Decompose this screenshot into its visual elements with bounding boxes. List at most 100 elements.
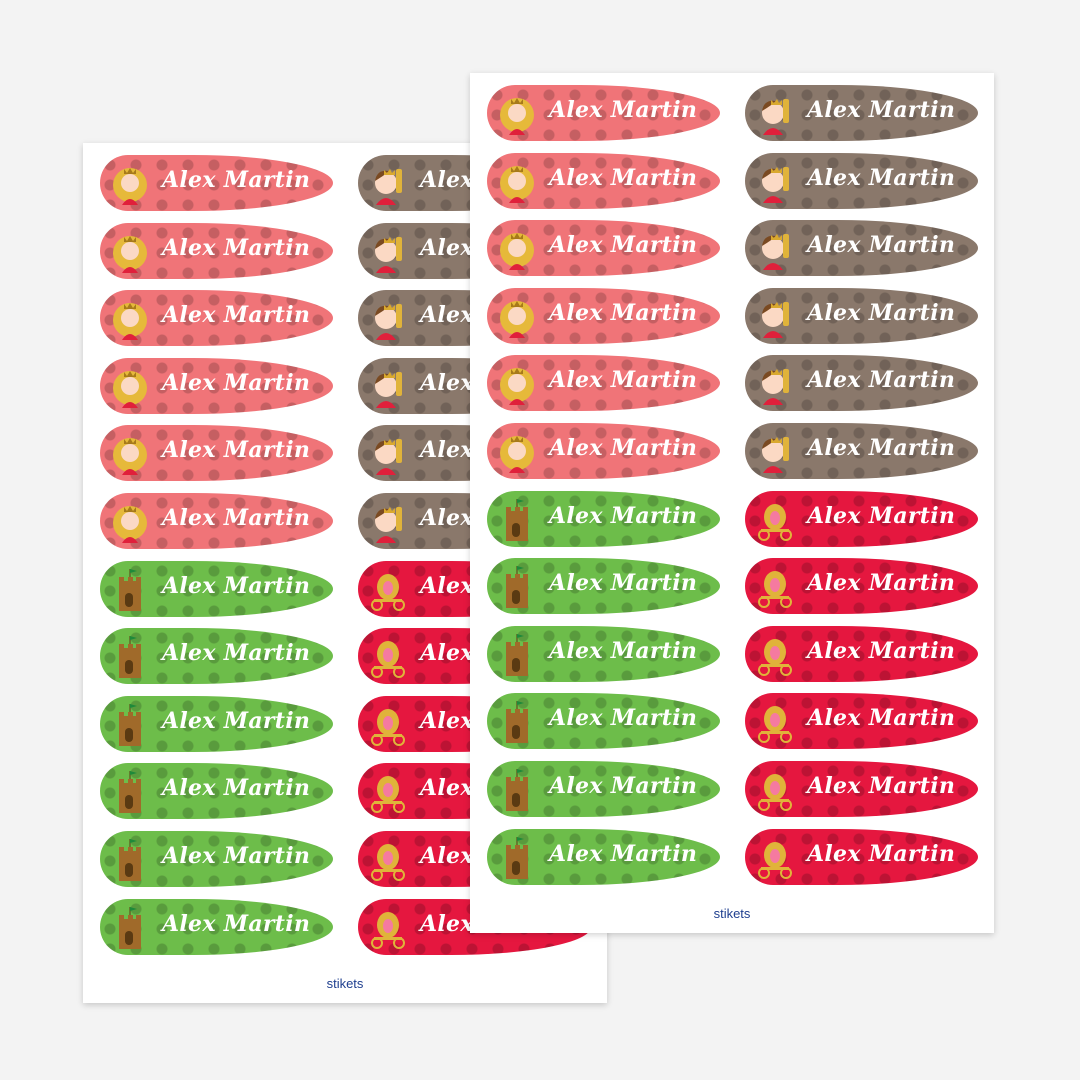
princess-icon — [113, 235, 147, 273]
name-sticker-carriage: Alex Martin — [745, 761, 978, 817]
prince-icon — [375, 169, 402, 205]
name-sticker-princess: Alex Martin — [487, 220, 720, 277]
carriage-icon — [371, 911, 405, 949]
carriage-icon — [371, 708, 405, 746]
name-sticker-princess: Alex Martin — [487, 152, 720, 209]
castle-icon — [506, 701, 528, 744]
sticker-name-text: Alex Martin — [807, 840, 956, 867]
sticker-name-text: Alex Martin — [549, 232, 698, 259]
princess-icon — [113, 506, 147, 543]
sticker-sheet-front: stikets Alex Martin Alex Martin Alex Marti… — [470, 73, 994, 933]
princess-icon — [500, 165, 534, 203]
sticker-name-text: Alex Martin — [549, 299, 698, 326]
name-sticker-prince: Alex Martin — [745, 220, 978, 277]
name-sticker-carriage: Alex Martin — [745, 490, 978, 547]
sticker-name-text: Alex Martin — [162, 302, 311, 329]
princess-icon — [113, 370, 147, 408]
name-sticker-princess: Alex Martin — [487, 287, 720, 344]
castle-icon — [506, 566, 528, 609]
sticker-name-text: Alex Martin — [807, 232, 956, 259]
sticker-name-text: Alex Martin — [549, 570, 698, 597]
sticker-name-text: Alex Martin — [549, 435, 698, 461]
name-sticker-princess: Alex Martin — [100, 155, 333, 211]
sticker-name-text: Alex Martin — [807, 773, 956, 799]
name-sticker-princess: Alex Martin — [487, 85, 720, 141]
sticker-name-text: Alex Martin — [162, 640, 311, 667]
carriage-icon — [371, 641, 405, 679]
name-sticker-princess: Alex Martin — [487, 423, 720, 479]
name-sticker-princess: Alex Martin — [100, 357, 333, 414]
prince-icon — [375, 236, 402, 273]
name-sticker-prince: Alex Martin — [745, 423, 978, 479]
name-sticker-castle: Alex Martin — [487, 828, 720, 885]
castle-icon — [119, 906, 141, 949]
sticker-name-text: Alex Martin — [807, 164, 956, 191]
sticker-name-text: Alex Martin — [807, 435, 956, 461]
princess-icon — [113, 438, 147, 476]
name-sticker-castle: Alex Martin — [487, 693, 720, 750]
sticker-name-text: Alex Martin — [162, 572, 311, 599]
name-sticker-castle: Alex Martin — [100, 695, 333, 752]
prince-icon — [375, 507, 402, 543]
carriage-icon — [758, 571, 792, 609]
name-sticker-prince: Alex Martin — [745, 152, 978, 209]
sticker-name-text: Alex Martin — [162, 505, 311, 531]
brand-logo: stikets — [713, 906, 751, 921]
name-sticker-princess: Alex Martin — [100, 425, 333, 482]
sticker-name-text: Alex Martin — [162, 369, 311, 396]
prince-icon — [762, 301, 789, 338]
princess-icon — [500, 436, 534, 473]
sticker-name-text: Alex Martin — [162, 167, 311, 193]
name-sticker-princess: Alex Martin — [100, 290, 333, 347]
name-sticker-princess: Alex Martin — [100, 222, 333, 279]
name-sticker-carriage: Alex Martin — [745, 558, 978, 615]
castle-icon — [506, 498, 528, 541]
name-sticker-princess: Alex Martin — [100, 493, 333, 549]
sticker-name-text: Alex Martin — [162, 843, 311, 869]
carriage-icon — [758, 638, 792, 676]
name-sticker-carriage: Alex Martin — [745, 625, 978, 682]
carriage-icon — [371, 776, 405, 814]
name-sticker-castle: Alex Martin — [487, 625, 720, 682]
castle-icon — [506, 769, 528, 811]
carriage-icon — [758, 774, 792, 811]
name-sticker-castle: Alex Martin — [100, 560, 333, 617]
name-sticker-castle: Alex Martin — [100, 763, 333, 820]
sticker-name-text: Alex Martin — [807, 502, 956, 529]
carriage-icon — [758, 706, 792, 744]
sticker-name-text: Alex Martin — [807, 705, 956, 732]
name-sticker-princess: Alex Martin — [487, 355, 720, 412]
princess-icon — [500, 300, 534, 338]
sticker-name-text: Alex Martin — [162, 707, 311, 734]
carriage-icon — [758, 841, 792, 879]
name-sticker-carriage: Alex Martin — [745, 693, 978, 750]
princess-icon — [500, 233, 534, 271]
name-sticker-castle: Alex Martin — [487, 558, 720, 615]
sticker-name-text: Alex Martin — [549, 705, 698, 732]
name-sticker-prince: Alex Martin — [745, 355, 978, 412]
castle-icon — [119, 771, 141, 814]
brand-logo: stikets — [326, 976, 364, 991]
castle-icon — [119, 568, 141, 611]
sticker-name-text: Alex Martin — [549, 637, 698, 664]
carriage-icon — [758, 503, 792, 541]
sticker-name-text: Alex Martin — [807, 97, 956, 123]
sticker-name-text: Alex Martin — [807, 367, 956, 394]
sticker-name-text: Alex Martin — [549, 97, 698, 123]
name-sticker-castle: Alex Martin — [487, 490, 720, 547]
prince-icon — [375, 371, 402, 408]
prince-icon — [762, 369, 789, 406]
castle-icon — [119, 636, 141, 679]
castle-icon — [119, 839, 141, 881]
castle-icon — [506, 836, 528, 879]
sticker-name-text: Alex Martin — [162, 910, 311, 937]
prince-icon — [762, 234, 789, 271]
sticker-name-text: Alex Martin — [549, 164, 698, 191]
prince-icon — [375, 439, 402, 476]
sticker-name-text: Alex Martin — [807, 637, 956, 664]
sticker-name-text: Alex Martin — [162, 775, 311, 802]
name-sticker-prince: Alex Martin — [745, 85, 978, 141]
name-sticker-castle: Alex Martin — [100, 831, 333, 887]
sticker-name-text: Alex Martin — [162, 437, 311, 464]
princess-icon — [113, 303, 147, 341]
